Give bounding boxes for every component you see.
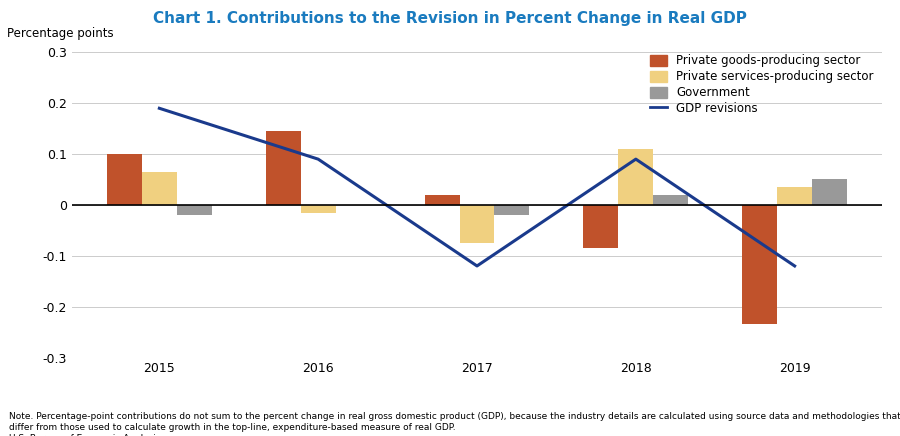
Bar: [176, 205, 212, 215]
Bar: [301, 205, 336, 212]
Bar: [742, 205, 778, 324]
Text: Chart 1. Contributions to the Revision in Percent Change in Real GDP: Chart 1. Contributions to the Revision i…: [153, 11, 747, 26]
Bar: [812, 180, 847, 205]
Bar: [494, 205, 529, 215]
Bar: [460, 205, 494, 243]
Text: U.S. Bureau of Economic Analysis: U.S. Bureau of Economic Analysis: [9, 434, 160, 436]
Bar: [653, 195, 688, 205]
Bar: [425, 195, 460, 205]
Legend: Private goods-producing sector, Private services-producing sector, Government, G: Private goods-producing sector, Private …: [648, 52, 876, 118]
Text: Percentage points: Percentage points: [7, 27, 113, 40]
Bar: [583, 205, 618, 248]
Text: differ from those used to calculate growth in the top-line, expenditure-based me: differ from those used to calculate grow…: [9, 423, 455, 432]
Bar: [107, 154, 142, 205]
Bar: [778, 187, 812, 205]
Bar: [618, 149, 653, 205]
Bar: [266, 131, 301, 205]
Text: Note. Percentage-point contributions do not sum to the percent change in real gr: Note. Percentage-point contributions do …: [9, 412, 900, 421]
Bar: [142, 172, 176, 205]
